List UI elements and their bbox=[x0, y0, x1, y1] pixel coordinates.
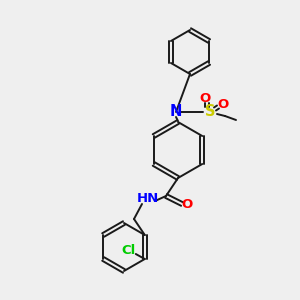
Text: S: S bbox=[205, 104, 215, 119]
Text: HN: HN bbox=[137, 193, 159, 206]
Text: O: O bbox=[200, 92, 211, 104]
Text: Cl: Cl bbox=[122, 244, 136, 257]
Text: O: O bbox=[218, 98, 229, 110]
Text: O: O bbox=[182, 197, 193, 211]
Text: N: N bbox=[170, 104, 182, 119]
